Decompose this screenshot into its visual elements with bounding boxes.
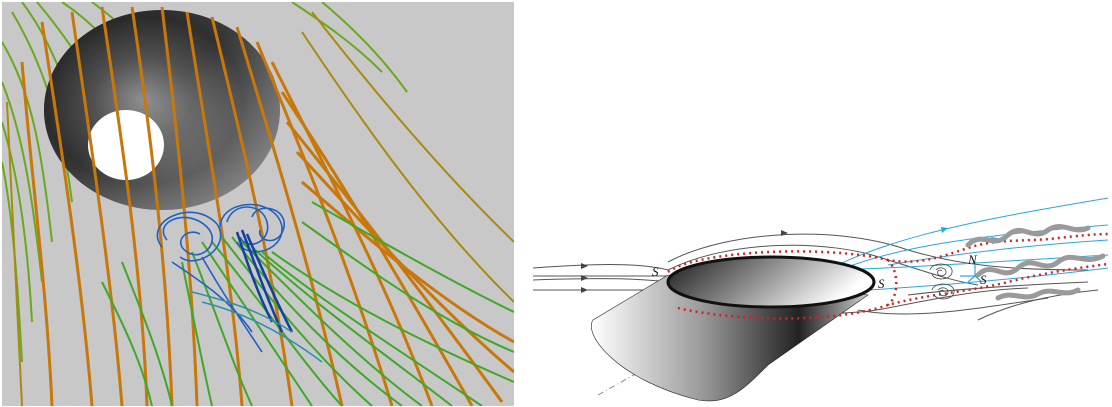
wake-green-streamlines [101, 201, 514, 406]
dotted-shear-layer [667, 232, 1109, 320]
vortex-tubes [965, 223, 1106, 301]
node-marker [960, 262, 983, 283]
streamline-render-svg [2, 2, 514, 406]
label-separation-rear: S [878, 276, 885, 291]
orange-streamlines [20, 6, 514, 406]
spiral-foci [929, 263, 955, 300]
flow-topology-diagram: S S N S [528, 190, 1112, 407]
symmetry-axis [597, 349, 679, 396]
flow-topology-svg: S S N S [532, 197, 1109, 402]
streamline-render-view [2, 2, 514, 406]
label-node: N [967, 252, 978, 267]
label-saddle: S [980, 272, 987, 287]
ring-face [666, 255, 876, 309]
recirculation-vortex [156, 203, 285, 353]
label-separation-front: S [652, 264, 659, 279]
ring-hole [88, 110, 164, 180]
annular-ring [44, 10, 280, 210]
vortex-core [235, 229, 294, 333]
